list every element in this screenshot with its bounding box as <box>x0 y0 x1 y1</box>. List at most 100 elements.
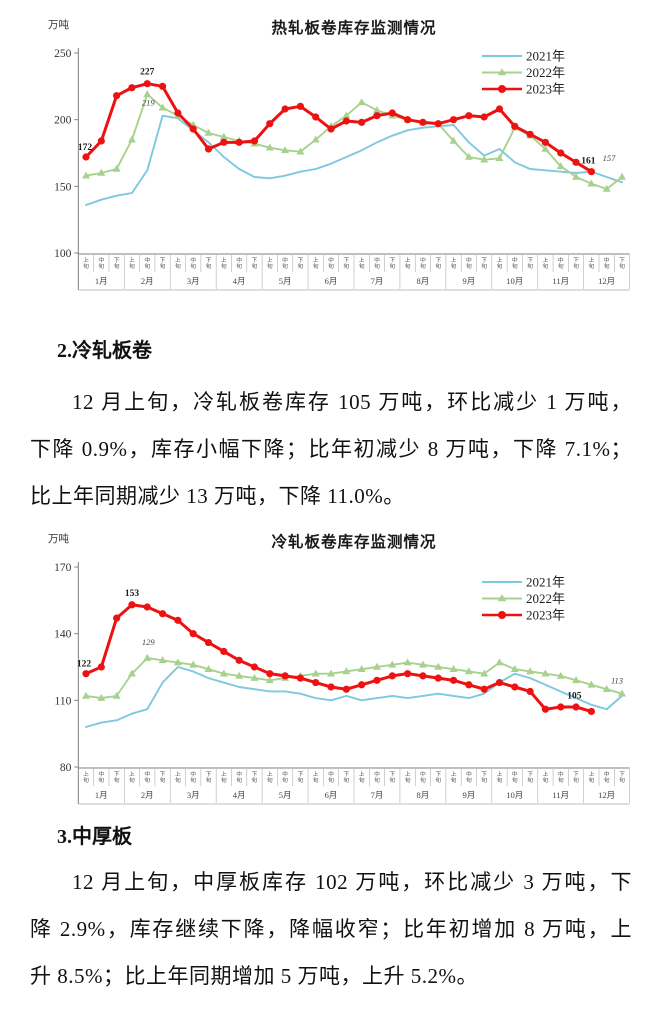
marker-triangle <box>219 132 228 140</box>
marker-triangle <box>357 98 366 106</box>
marker-circle <box>404 670 412 678</box>
marker-triangle <box>526 667 535 675</box>
x-month-label: 4月 <box>233 276 246 286</box>
marker-triangle <box>158 656 167 664</box>
hot-rolled-inventory-chart: 热轧板卷库存监测情况 万吨 100 150 200 250 上旬 中旬 下旬 上旬 中旬 下旬 上旬 中旬… <box>30 6 632 302</box>
x-period-label: 中旬 <box>558 770 564 784</box>
marker-triangle <box>204 665 213 673</box>
x-period-label: 上旬 <box>175 256 181 270</box>
marker-circle <box>250 137 259 145</box>
x-period-label: 下旬 <box>389 771 395 784</box>
x-period-label: 中旬 <box>190 770 196 784</box>
marker-triangle <box>464 152 473 160</box>
marker-circle <box>342 117 350 125</box>
x-period-label: 中旬 <box>420 256 426 270</box>
marker-triangle <box>587 179 596 187</box>
marker-triangle <box>480 669 489 677</box>
x-month-label: 7月 <box>371 790 384 800</box>
y-tick-label: 100 <box>54 248 72 260</box>
paragraph-line: 比上年同期减少 13 万吨，下降 11.0%。 <box>30 484 405 508</box>
paragraph-line: 12 月上旬，冷轧板卷库存 105 万吨，环比减少 1 万吨， <box>72 390 632 414</box>
x-period-label: 下旬 <box>481 257 487 270</box>
x-period-label: 下旬 <box>619 257 625 270</box>
marker-triangle <box>602 685 611 693</box>
section-heading-plate: 3.中厚板 <box>57 826 132 848</box>
marker-triangle <box>372 662 381 670</box>
x-month-label: 3月 <box>187 276 200 286</box>
marker-circle <box>373 676 381 684</box>
legend-label: 2022年 <box>526 65 565 80</box>
x-period-label: 上旬 <box>313 770 319 784</box>
x-period-label: 下旬 <box>206 771 212 784</box>
marker-circle <box>312 678 320 687</box>
marker-circle <box>281 105 289 113</box>
marker-circle <box>158 82 167 90</box>
marker-circle <box>189 125 197 133</box>
x-period-label: 上旬 <box>313 256 319 270</box>
marker-circle <box>541 138 550 146</box>
x-period-label: 上旬 <box>543 256 549 270</box>
marker-triangle <box>587 680 596 688</box>
legend-label: 2022年 <box>526 591 565 606</box>
marker-circle <box>174 109 182 117</box>
x-period-label: 中旬 <box>374 256 380 270</box>
marker-circle <box>250 663 259 671</box>
x-month-label: 3月 <box>187 790 200 800</box>
data-label: 161 <box>581 157 596 167</box>
marker-circle <box>587 707 595 716</box>
x-period-label: 中旬 <box>512 256 518 270</box>
series-line-2021年 <box>85 666 623 728</box>
x-period-label: 中旬 <box>466 256 472 270</box>
legend-label: 2021年 <box>526 49 565 64</box>
marker-circle <box>495 105 504 113</box>
legend-item-2022年: 2022年 <box>482 591 565 606</box>
marker-circle <box>557 703 565 711</box>
marker-circle <box>143 603 151 611</box>
marker-triangle <box>342 111 351 119</box>
x-month-label: 6月 <box>325 790 338 800</box>
marker-circle <box>342 685 350 693</box>
x-month-label: 11月 <box>552 790 569 800</box>
x-period-label: 中旬 <box>282 770 288 784</box>
x-month-label: 4月 <box>233 790 246 800</box>
x-period-label: 中旬 <box>98 256 104 270</box>
data-label: 219 <box>142 97 156 107</box>
x-month-label: 10月 <box>506 790 523 800</box>
paragraph-line: 下降 0.9%，库存小幅下降；比年初减少 8 万吨，下降 7.1%； <box>30 437 632 461</box>
x-period-label: 下旬 <box>527 771 533 784</box>
marker-circle <box>174 616 182 624</box>
marker-circle <box>143 80 151 88</box>
x-period-label: 上旬 <box>543 770 549 784</box>
x-period-label: 上旬 <box>359 770 365 784</box>
marker-triangle <box>281 146 290 154</box>
marker-triangle <box>143 653 152 661</box>
data-label: 105 <box>567 691 582 701</box>
x-period-label: 中旬 <box>604 256 610 270</box>
x-month-label: 1月 <box>95 276 108 286</box>
cold-rolled-inventory-chart: 冷轧板卷库存监测情况 万吨 80 110 140 170 上旬 中旬 下旬 上旬 中旬 下旬 上旬 中旬下… <box>30 520 632 816</box>
marker-circle <box>97 137 105 145</box>
x-period-label: 下旬 <box>481 771 487 784</box>
marker-triangle <box>173 658 182 666</box>
marker-circle <box>97 663 105 671</box>
marker-triangle <box>434 662 443 670</box>
paragraph-line: 升 8.5%；比上年同期增加 5 万吨，上升 5.2%。 <box>30 964 478 988</box>
x-month-label: 9月 <box>462 790 475 800</box>
marker-circle <box>113 92 121 100</box>
marker-circle <box>266 120 274 128</box>
y-tick-label: 200 <box>54 115 72 127</box>
x-period-label: 中旬 <box>236 256 242 270</box>
legend-marker <box>497 594 507 602</box>
x-period-label: 下旬 <box>252 771 258 784</box>
marker-circle <box>587 168 595 176</box>
marker-circle <box>82 670 90 678</box>
marker-circle <box>373 112 381 120</box>
marker-triangle <box>127 669 136 677</box>
x-period-label: 中旬 <box>466 770 472 784</box>
marker-circle <box>449 676 458 684</box>
x-period-label: 上旬 <box>497 256 503 270</box>
marker-triangle <box>495 658 504 666</box>
marker-triangle <box>327 669 336 677</box>
legend-label: 2021年 <box>526 575 565 590</box>
legend-item-2022年: 2022年 <box>482 65 565 80</box>
